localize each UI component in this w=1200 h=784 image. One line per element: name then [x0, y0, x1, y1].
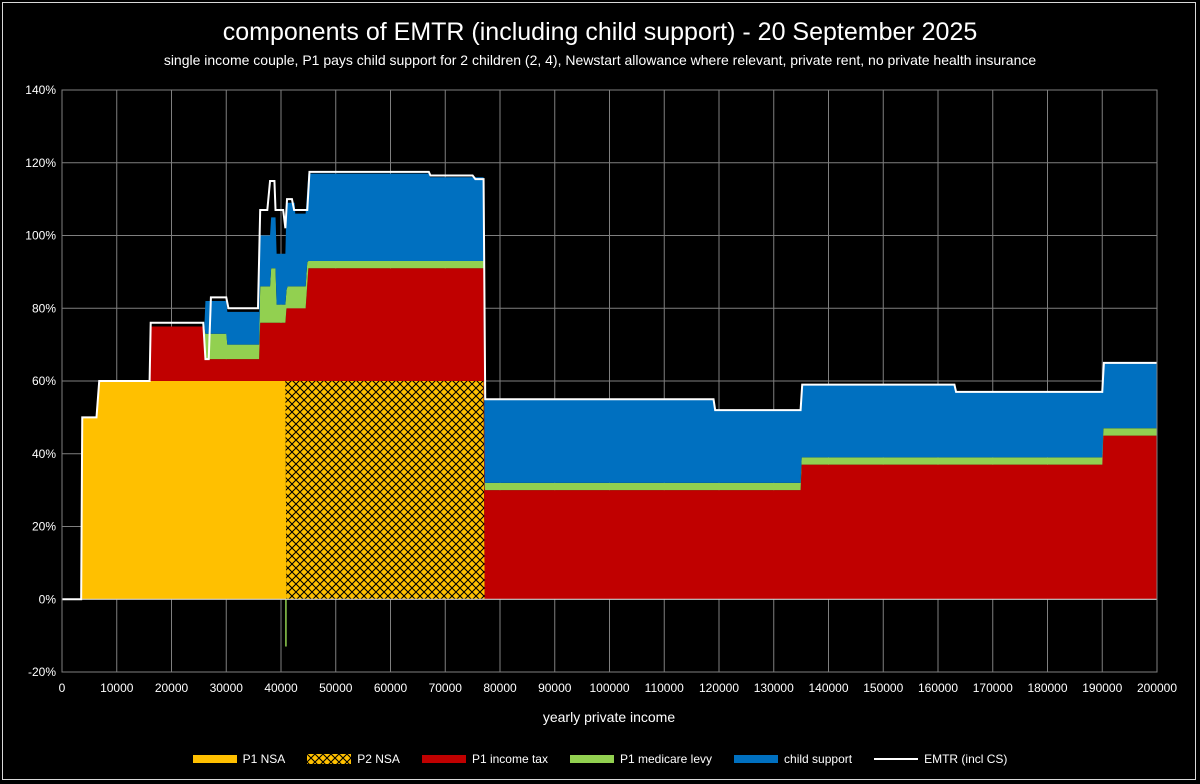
x-tick-label: 50000 — [319, 681, 353, 695]
legend-item-medicare: P1 medicare levy — [569, 752, 713, 766]
legend-label: P1 income tax — [471, 752, 548, 766]
y-tick-label: 140% — [25, 83, 56, 97]
x-tick-label: 10000 — [100, 681, 134, 695]
x-tick-label: 180000 — [1027, 681, 1067, 695]
plot-area-border — [61, 89, 1158, 673]
x-tick-label: 120000 — [699, 681, 739, 695]
legend-item-child-support: child support — [734, 752, 852, 766]
area-p2-nsa — [62, 381, 1157, 600]
x-tick-label: 20000 — [155, 681, 189, 695]
area-income-tax — [62, 268, 1157, 600]
x-tick-label: 60000 — [374, 681, 408, 695]
legend-item-emtr: EMTR (incl CS) — [874, 752, 1007, 766]
y-tick-label: 120% — [25, 156, 56, 170]
legend-label: EMTR (incl CS) — [924, 752, 1008, 766]
y-tick-label: 80% — [32, 301, 56, 315]
legend: P1 NSA P2 NSA P1 income tax P1 medicare … — [0, 748, 1200, 770]
chart-subtitle: single income couple, P1 pays child supp… — [163, 52, 1037, 68]
x-tick-label: 130000 — [754, 681, 794, 695]
x-tick-label: 140000 — [808, 681, 848, 695]
y-tick-label: 60% — [32, 374, 56, 388]
x-tick-label: 70000 — [429, 681, 463, 695]
y-tick-label: 0% — [39, 592, 57, 606]
legend-swatch-income-tax — [421, 755, 466, 763]
legend-swatch-p2-nsa — [307, 754, 352, 764]
legend-item-p1-nsa: P1 NSA — [192, 752, 286, 766]
legend-swatch-child-support — [734, 755, 779, 763]
x-tick-label: 100000 — [589, 681, 629, 695]
x-tick-label: 0 — [59, 681, 66, 695]
legend-label: child support — [784, 752, 853, 766]
legend-label: P1 medicare levy — [619, 752, 713, 766]
y-tick-label: 20% — [32, 520, 56, 534]
x-tick-label: 40000 — [264, 681, 298, 695]
legend-swatch-emtr — [874, 758, 919, 760]
y-tick-label: 100% — [25, 229, 56, 243]
x-tick-label: 30000 — [210, 681, 244, 695]
area-p1-nsa — [62, 381, 1157, 600]
x-tick-label: 200000 — [1137, 681, 1177, 695]
y-tick-label: -20% — [28, 665, 56, 679]
x-tick-label: 150000 — [863, 681, 903, 695]
legend-label: P2 NSA — [357, 752, 400, 766]
legend-item-p2-nsa: P2 NSA — [307, 752, 400, 766]
legend-item-income-tax: P1 income tax — [421, 752, 548, 766]
x-tick-label: 90000 — [538, 681, 572, 695]
legend-swatch-medicare — [569, 755, 614, 763]
x-tick-label: 170000 — [973, 681, 1013, 695]
area-child-support — [62, 173, 1157, 600]
legend-label: P1 NSA — [242, 752, 286, 766]
x-tick-label: 80000 — [483, 681, 517, 695]
x-axis-title: yearly private income — [543, 709, 675, 725]
x-tick-label: 190000 — [1082, 681, 1122, 695]
legend-swatch-p1-nsa — [192, 755, 237, 763]
chart-title: components of EMTR (including child supp… — [222, 18, 978, 46]
x-tick-label: 110000 — [645, 681, 684, 695]
y-tick-label: 40% — [32, 447, 56, 461]
x-tick-label: 160000 — [918, 681, 958, 695]
emtr-line — [62, 170, 1157, 601]
